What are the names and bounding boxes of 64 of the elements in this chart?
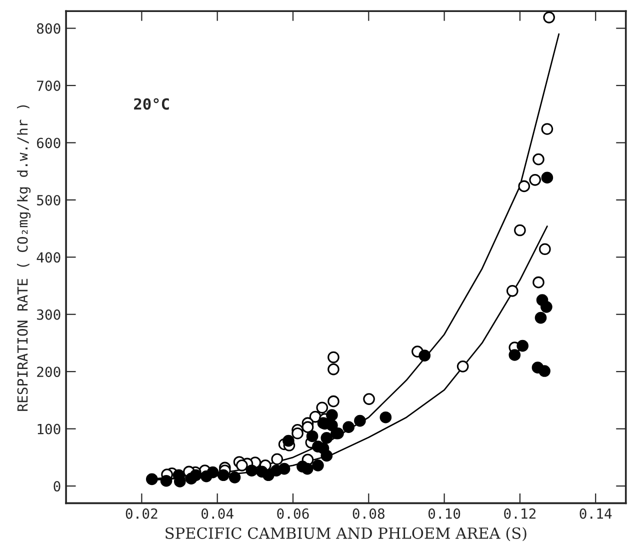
point [271,453,284,466]
point [456,360,469,372]
point [217,469,230,482]
point [541,172,554,184]
point [306,430,318,442]
y-tick-label: 0 [54,481,60,492]
point [538,243,551,256]
y-tick-label: 500 [37,194,60,206]
x-axis-title: SPECIFIC CAMBIUM AND PHLOEM AREA (S) [166,527,526,542]
y-tick-label: 100 [38,424,60,434]
point [380,411,392,424]
point [326,409,338,421]
point [541,123,554,135]
point [518,180,530,192]
point [514,224,526,236]
point [236,460,248,472]
point [342,421,355,433]
point [543,12,555,24]
y-tick-label: 700 [37,80,60,92]
y-tick-label: 300 [37,309,60,320]
point [540,301,552,313]
point [200,470,212,482]
x-tick-label: 0.04 [202,508,234,519]
point [316,402,328,414]
point [418,350,431,362]
point [538,365,550,377]
point [302,421,314,433]
point [320,432,333,444]
point [256,466,268,478]
y-axis-title: RESPIRATION RATE ( CO₂mg/kg d.w./hr ) [17,105,31,411]
point [312,440,324,452]
y-tick-label: 800 [36,23,60,34]
point [160,474,172,487]
point [282,434,294,447]
y-tick-label: 400 [36,252,60,263]
y-tick-label: 200 [37,366,60,378]
point [506,284,518,297]
x-tick-label: 0.14 [580,508,612,519]
point [228,472,241,484]
point [354,414,366,427]
point [146,473,158,486]
point [508,349,521,361]
point [532,153,544,166]
point [532,276,544,288]
point [296,460,308,472]
point [529,174,541,186]
point [328,351,340,364]
x-tick-label: 0.08 [352,508,384,519]
point [185,472,198,484]
point [516,340,529,352]
x-tick-label: 0.06 [277,508,309,519]
x-tick-label: 0.02 [126,508,158,519]
x-tick-label: 0.10 [428,508,460,519]
y-tick-label: 600 [37,138,60,148]
point [363,393,375,405]
point [312,460,324,472]
annotation: 20°C [134,98,169,110]
point [328,395,340,408]
point [292,427,304,440]
x-tick-label: 0.12 [504,508,536,519]
point [320,450,333,462]
point [246,464,258,476]
point [534,312,547,324]
point [328,363,340,376]
